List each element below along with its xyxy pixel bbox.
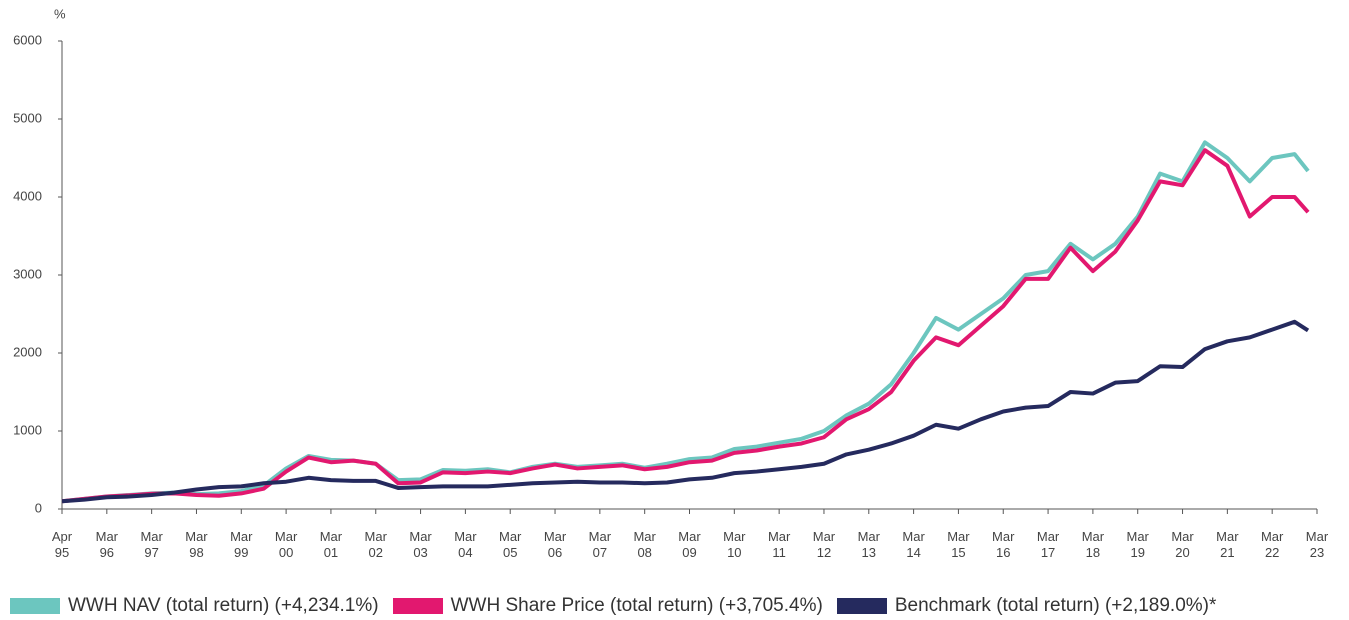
x-tick-label: Mar 14	[902, 529, 925, 560]
x-tick-label: Mar 22	[1260, 529, 1284, 560]
x-tick-label: Mar 99	[230, 529, 253, 560]
x-tick-label: Mar 12	[812, 529, 836, 560]
legend-swatch	[10, 598, 60, 614]
legend-swatch	[392, 598, 443, 614]
x-tick-label: Mar 11	[767, 529, 791, 560]
x-tick-label: Mar 07	[588, 529, 612, 560]
y-tick-label: 2000	[13, 344, 42, 359]
x-tick-label: Mar 16	[992, 529, 1015, 560]
y-tick-label: 3000	[13, 266, 42, 281]
x-tick-label: Mar 18	[1081, 529, 1105, 560]
series-line	[61, 319, 1310, 504]
x-tick-label: Mar 02	[364, 529, 387, 560]
x-tick-label: Mar 08	[633, 529, 656, 560]
x-tick-label: Mar 21	[1216, 529, 1239, 560]
x-tick-label: Mar 15	[947, 529, 970, 560]
x-tick-label: Mar 10	[723, 529, 746, 560]
y-axis-label: %	[54, 6, 66, 21]
x-tick-label: Mar 01	[319, 529, 343, 560]
x-tick-label: Mar 06	[543, 529, 567, 560]
y-tick-label: 5000	[13, 110, 42, 125]
x-tick-label: Mar 98	[185, 529, 208, 560]
x-tick-label: Mar 09	[678, 529, 701, 560]
legend-item: WWH NAV (total return) (+4,234.1%)	[10, 595, 379, 617]
x-tick-label: Mar 05	[499, 529, 522, 560]
legend-item: Benchmark (total return) (+2,189.0%)*	[836, 595, 1217, 617]
legend: WWH NAV (total return) (+4,234.1%) WWH Sh…	[10, 595, 1216, 617]
y-tick-label: 0	[35, 500, 42, 515]
x-tick-label: Mar 23	[1305, 529, 1329, 560]
x-tick-label: Mar 04	[454, 529, 477, 560]
legend-label: Benchmark (total return) (+2,189.0%)*	[894, 595, 1217, 616]
y-tick-label: 1000	[13, 422, 42, 437]
series-line	[61, 148, 1310, 504]
y-tick-label: 6000	[13, 32, 42, 47]
legend-swatch	[836, 598, 887, 614]
x-tick-label: Mar 96	[95, 529, 118, 560]
x-tick-label: Apr 95	[51, 529, 73, 560]
x-tick-label: Mar 00	[274, 529, 298, 560]
x-tick-label: Mar 97	[140, 529, 163, 560]
series-line	[61, 140, 1310, 504]
x-tick-label: Mar 19	[1126, 529, 1149, 560]
y-tick-label: 4000	[13, 188, 42, 203]
x-tick-label: Mar 03	[409, 529, 432, 560]
x-tick-label: Mar 20	[1171, 529, 1194, 560]
legend-label: WWH Share Price (total return) (+3,705.4…	[450, 595, 823, 616]
x-tick-label: Mar 17	[1036, 529, 1060, 560]
legend-label: WWH NAV (total return) (+4,234.1%)	[68, 595, 379, 616]
x-tick-label: Mar 13	[857, 529, 880, 560]
legend-item: WWH Share Price (total return) (+3,705.4…	[392, 595, 823, 617]
